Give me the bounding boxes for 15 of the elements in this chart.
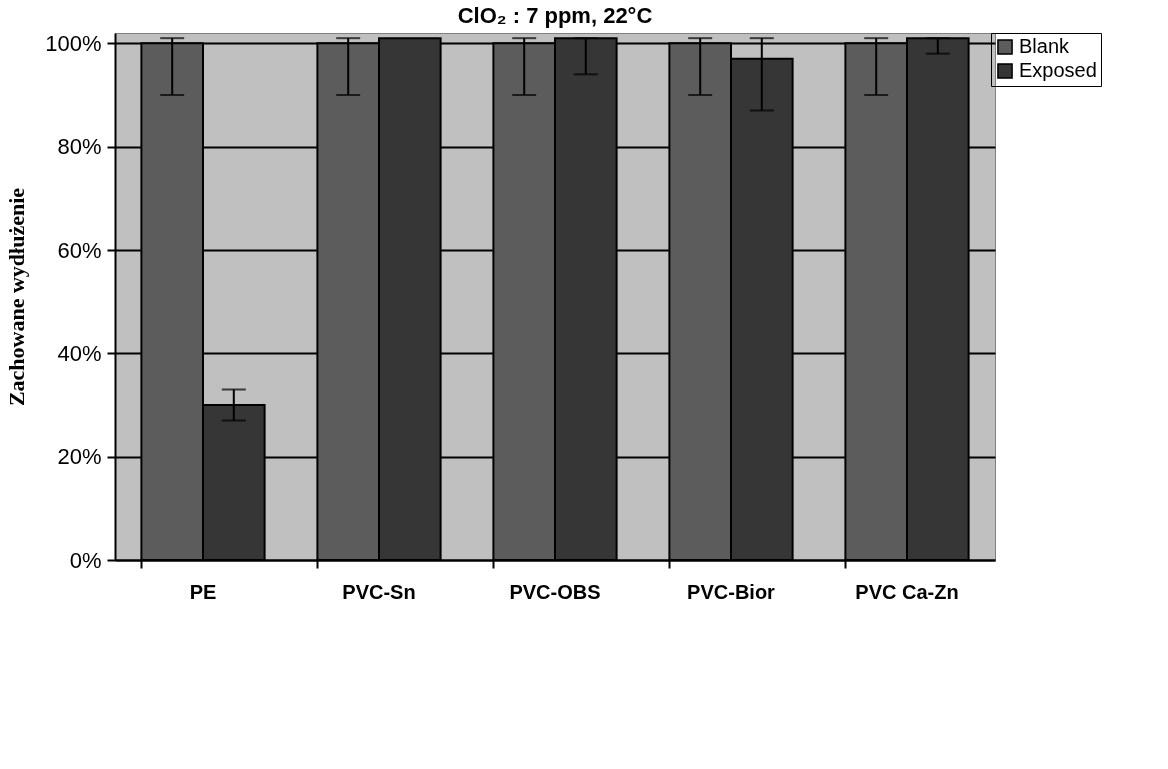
- legend-label: Blank: [1019, 35, 1071, 57]
- y-tick-label: 40%: [57, 340, 102, 366]
- y-tick-label: 60%: [57, 237, 102, 263]
- x-tick-label: PVC-Sn: [342, 580, 416, 603]
- legend-label: Exposed: [1019, 59, 1097, 81]
- x-tick-label: PVC Ca-Zn: [855, 580, 959, 603]
- x-tick-label: PVC-Bior: [687, 580, 776, 603]
- y-tick-label: 20%: [57, 444, 102, 470]
- y-tick-label: 0%: [69, 547, 102, 573]
- y-tick-label: 80%: [57, 134, 102, 160]
- y-axis-title: Zachowane wydłużenie: [4, 187, 30, 407]
- x-tick-label: PVC-OBS: [509, 580, 601, 603]
- chart-title: ClO₂ : 7 ppm, 22°C: [457, 3, 653, 29]
- y-tick-label: 100%: [45, 30, 102, 56]
- x-tick-label: PE: [189, 580, 217, 603]
